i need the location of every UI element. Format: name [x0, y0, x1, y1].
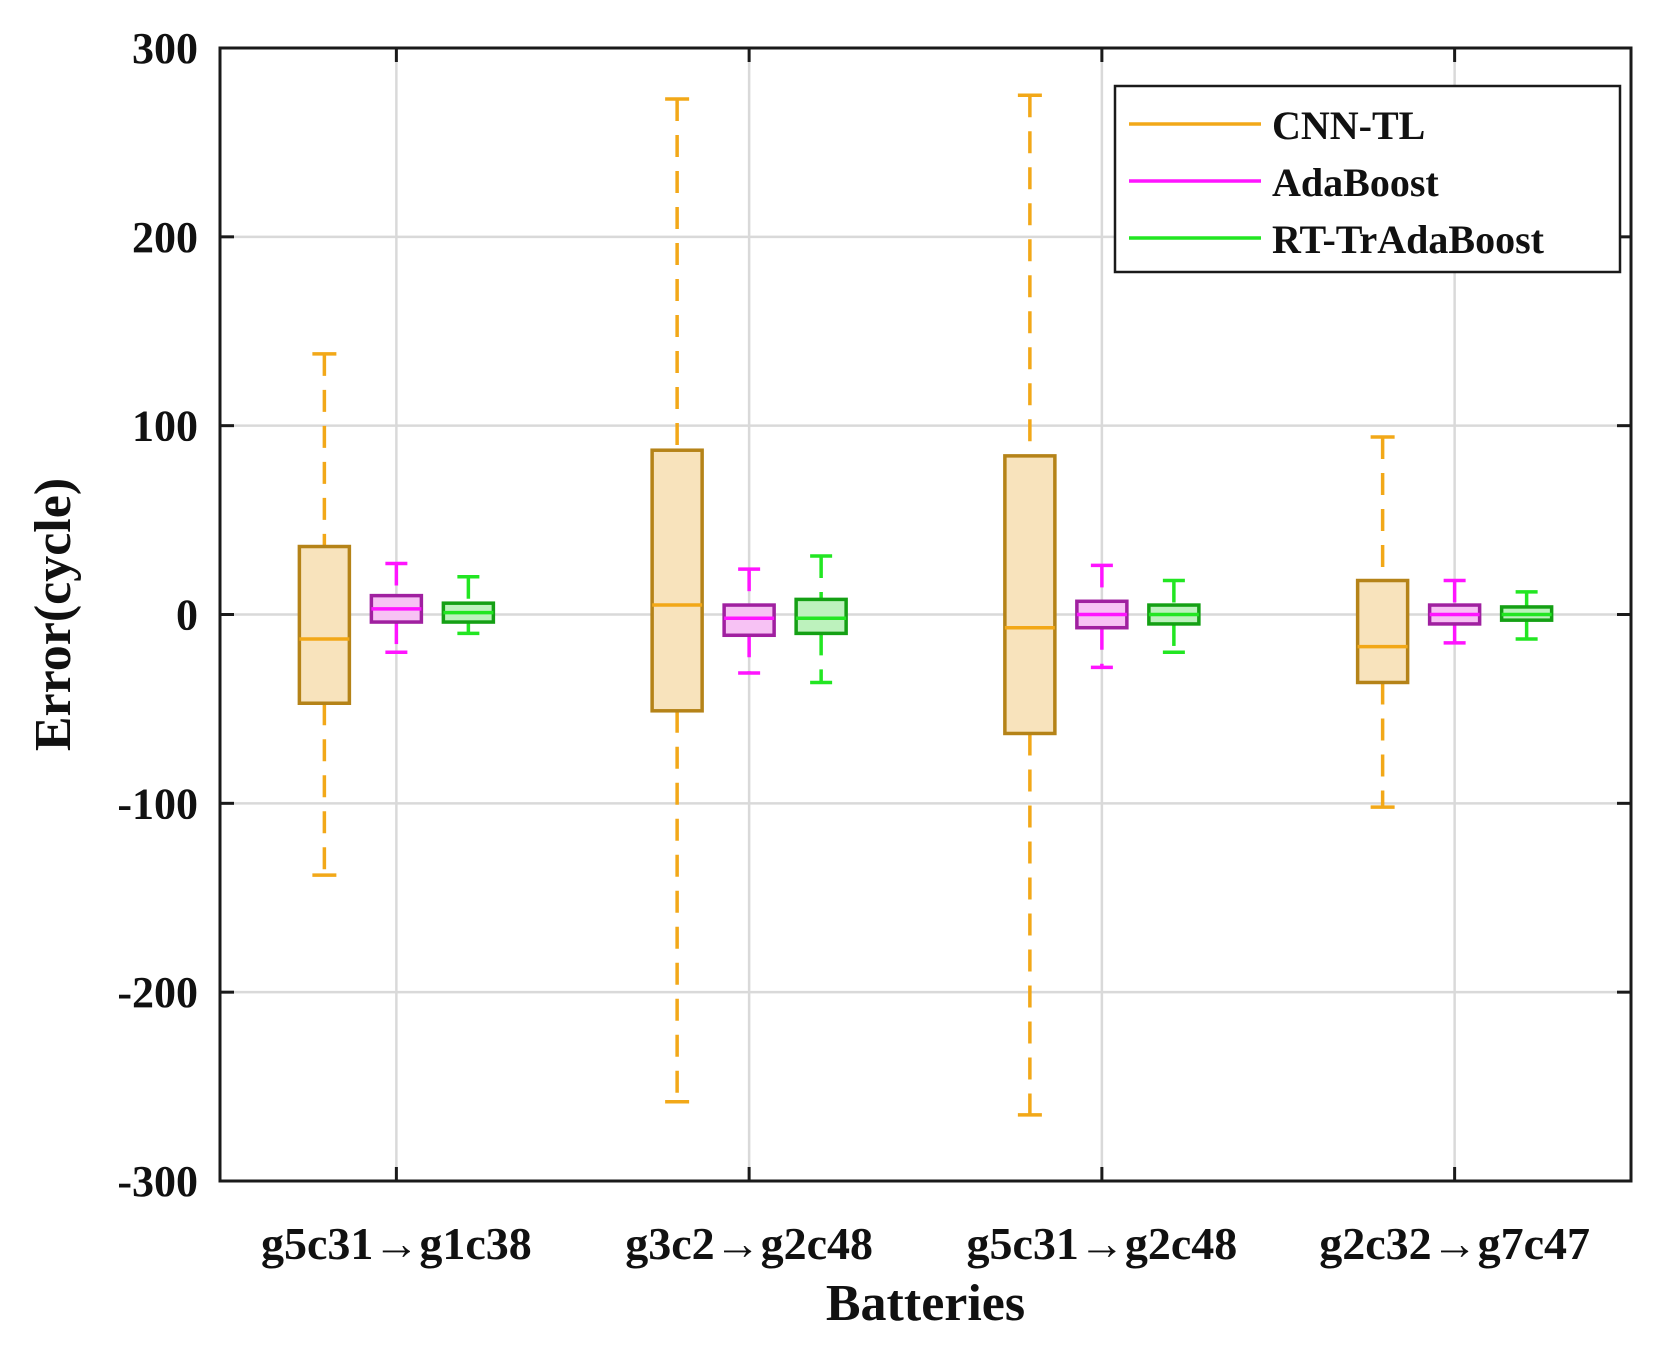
box-group — [297, 352, 352, 877]
y-tick-label: -100 — [117, 779, 198, 828]
box-group — [1355, 435, 1410, 809]
box-group — [1075, 563, 1129, 670]
x-tick-label: g5c31→g1c38 — [261, 1218, 532, 1269]
box-group — [1499, 590, 1554, 641]
y-tick-label: 300 — [132, 24, 198, 73]
y-tick-label: 200 — [132, 213, 198, 262]
box-group — [441, 574, 496, 636]
box-group — [650, 97, 704, 1104]
x-tick-label: g5c31→g2c48 — [966, 1218, 1237, 1269]
y-tick-label: 0 — [176, 591, 198, 640]
box-iqr — [722, 603, 776, 638]
box-group — [722, 567, 776, 675]
legend-label: CNN-TL — [1272, 103, 1425, 148]
box-group — [1427, 578, 1482, 645]
axis-ticks: -300 -200 -100 0 100 200 300 g5c31→g1c38 g3c2→g2… — [117, 24, 1631, 1269]
y-tick-label: -200 — [117, 968, 198, 1017]
box-iqr — [650, 448, 704, 713]
legend-box — [1113, 84, 1622, 274]
legend-label: AdaBoost — [1272, 160, 1439, 205]
box-iqr — [1355, 578, 1410, 685]
plot-area — [297, 93, 1554, 1117]
legend: CNN-TL AdaBoost RT-TrAdaBoost — [1113, 84, 1622, 274]
x-tick-label: g3c2→g2c48 — [625, 1218, 873, 1269]
legend-label: RT-TrAdaBoost — [1272, 217, 1545, 262]
x-tick-label: g2c32→g7c47 — [1319, 1218, 1590, 1269]
y-tick-label: -300 — [117, 1157, 198, 1206]
x-axis-label: Batteries — [826, 1275, 1025, 1332]
box-group — [369, 561, 424, 655]
box-iqr — [1003, 454, 1057, 736]
box-iqr — [297, 544, 352, 706]
box-group — [1147, 578, 1201, 655]
box-group — [1003, 93, 1057, 1117]
y-tick-label: 100 — [132, 402, 198, 451]
box-group — [794, 554, 848, 685]
y-axis-label: Error(cycle) — [25, 478, 82, 751]
box-iqr — [794, 597, 848, 636]
